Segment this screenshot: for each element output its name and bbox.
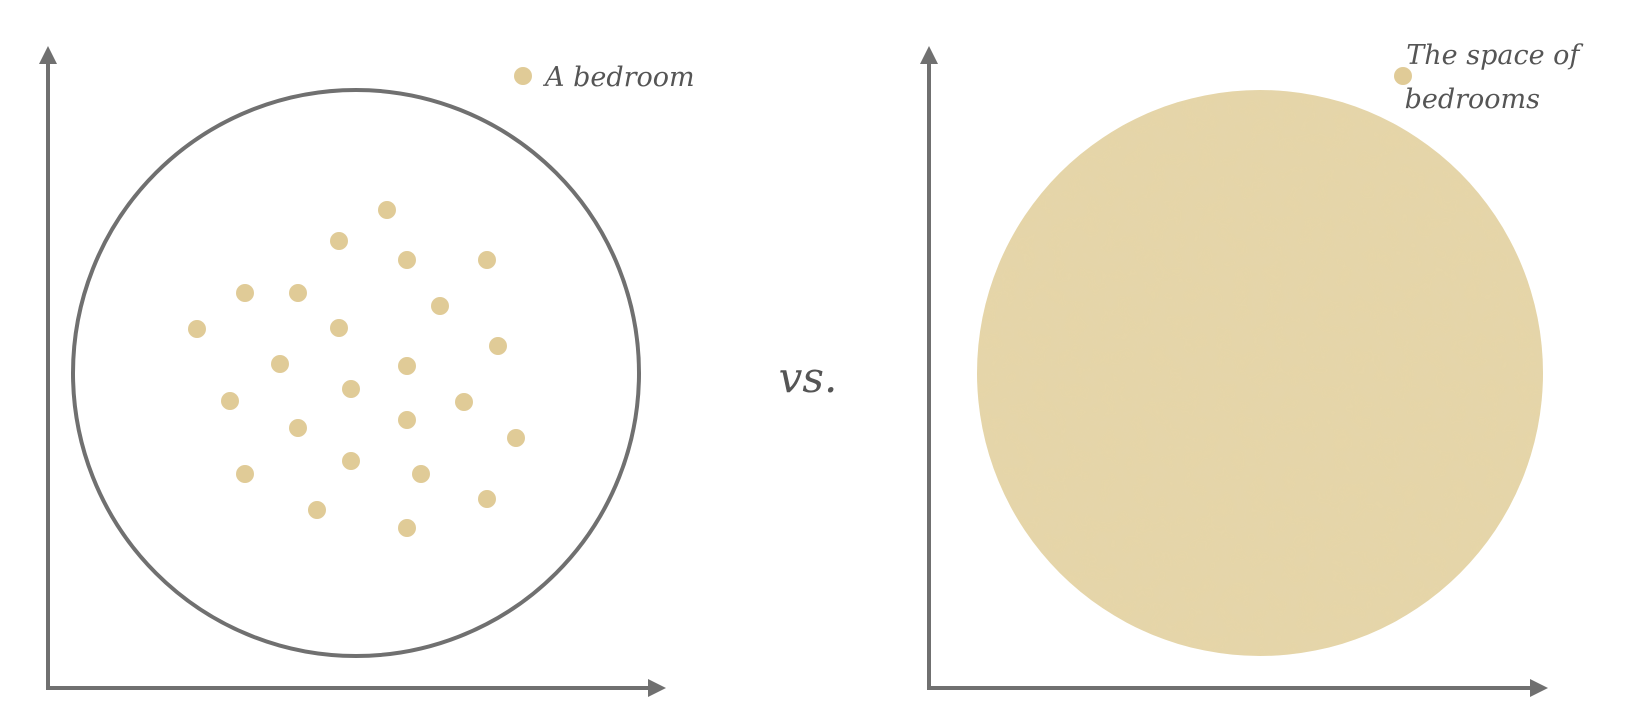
left-legend-dot xyxy=(514,67,532,85)
bedroom-dot-23 xyxy=(478,490,496,508)
bedroom-dot-17 xyxy=(398,411,416,429)
bedroom-space-boundary-circle xyxy=(71,88,641,658)
left-axes xyxy=(39,46,666,697)
right-legend-line-1: The space of xyxy=(1406,40,1583,71)
bedroom-dot-11 xyxy=(271,355,289,373)
left-y-axis-arrow xyxy=(39,46,57,64)
bedroom-dot-20 xyxy=(236,465,254,483)
right-panel: The space of bedrooms xyxy=(920,40,1588,697)
left-legend: A bedroom xyxy=(514,62,695,93)
right-axes xyxy=(920,46,1548,697)
bedroom-dot-10 xyxy=(489,337,507,355)
bedroom-dot-5 xyxy=(236,284,254,302)
left-legend-label: A bedroom xyxy=(542,62,695,93)
bedroom-dot-3 xyxy=(398,251,416,269)
vs-label: vs. xyxy=(779,353,838,402)
bedroom-dots xyxy=(188,201,525,537)
left-panel: A bedroom xyxy=(39,46,695,697)
bedroom-dot-2 xyxy=(330,232,348,250)
right-legend-dot xyxy=(1394,67,1412,85)
bedroom-dot-7 xyxy=(431,297,449,315)
right-legend: The space of bedrooms xyxy=(1394,40,1588,115)
bedroom-dot-12 xyxy=(398,357,416,375)
right-x-axis-arrow xyxy=(1530,679,1548,697)
bedroom-dot-22 xyxy=(308,501,326,519)
bedroom-dot-1 xyxy=(378,201,396,219)
bedroom-dot-8 xyxy=(188,320,206,338)
bedroom-dot-9 xyxy=(330,319,348,337)
bedroom-dot-19 xyxy=(342,452,360,470)
bedroom-dot-18 xyxy=(507,429,525,447)
bedroom-dot-16 xyxy=(289,419,307,437)
left-x-axis-arrow xyxy=(648,679,666,697)
filled-bedroom-space-disc xyxy=(977,90,1543,656)
bedroom-dot-6 xyxy=(289,284,307,302)
bedroom-dot-4 xyxy=(478,251,496,269)
bedroom-dot-21 xyxy=(412,465,430,483)
bedroom-dot-24 xyxy=(398,519,416,537)
bedroom-dot-13 xyxy=(221,392,239,410)
bedroom-dot-14 xyxy=(342,380,360,398)
right-legend-line-2: bedrooms xyxy=(1405,84,1540,115)
right-legend-label: The space of bedrooms xyxy=(1405,40,1588,115)
right-y-axis-arrow xyxy=(920,46,938,64)
bedroom-dot-15 xyxy=(455,393,473,411)
